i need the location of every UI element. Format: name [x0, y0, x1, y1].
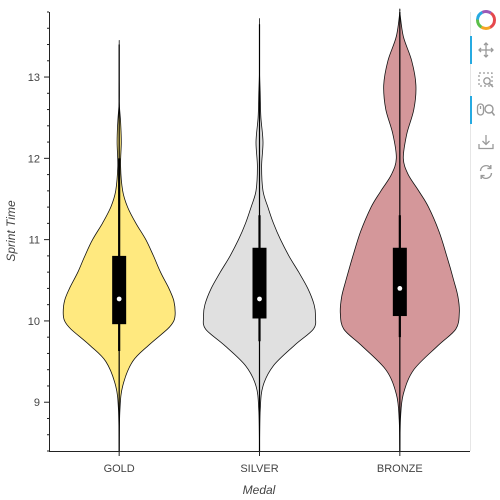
- y-tick-label: 11: [29, 235, 40, 247]
- box-zoom-icon: [478, 72, 494, 88]
- save-tool[interactable]: [473, 130, 499, 154]
- median-marker-silver: [257, 296, 262, 302]
- y-axis-title: Sprint Time: [4, 200, 18, 262]
- reset-icon: [479, 164, 493, 180]
- x-axis-title: Medal: [243, 483, 276, 497]
- wheel-zoom-tool[interactable]: [473, 98, 499, 122]
- save-icon: [478, 135, 494, 150]
- y-tick-label: 10: [28, 316, 40, 328]
- y-tick-label: 13: [28, 72, 40, 84]
- x-tick-label-bronze: BRONZE: [377, 463, 423, 475]
- bokeh-logo-icon: [476, 10, 496, 30]
- iqr-box-bronze: [392, 247, 407, 317]
- wheel-zoom-icon: [476, 103, 496, 116]
- pan-active-indicator: [470, 36, 472, 64]
- x-axis-ticks: GOLD SILVER BRONZE: [104, 451, 423, 475]
- y-tick-label: 9: [34, 397, 40, 409]
- bokeh-logo[interactable]: [473, 8, 499, 32]
- iqr-box-silver: [252, 247, 267, 319]
- y-tick-label: 12: [28, 153, 40, 165]
- y-axis-ticks: 9 10 11 12 13: [28, 11, 49, 452]
- median-marker-bronze: [397, 286, 403, 291]
- median-marker-gold: [116, 296, 122, 302]
- wheel-zoom-active-indicator: [470, 96, 472, 124]
- box-zoom-tool[interactable]: [473, 68, 499, 92]
- boxes-layer: [112, 12, 407, 451]
- x-tick-label-gold: GOLD: [104, 463, 135, 475]
- pan-icon: [478, 42, 494, 58]
- pan-tool[interactable]: [473, 38, 499, 62]
- x-tick-label-silver: SILVER: [240, 463, 278, 475]
- iqr-box-gold: [112, 255, 127, 325]
- reset-tool[interactable]: [473, 160, 499, 184]
- toolbar: [470, 6, 500, 186]
